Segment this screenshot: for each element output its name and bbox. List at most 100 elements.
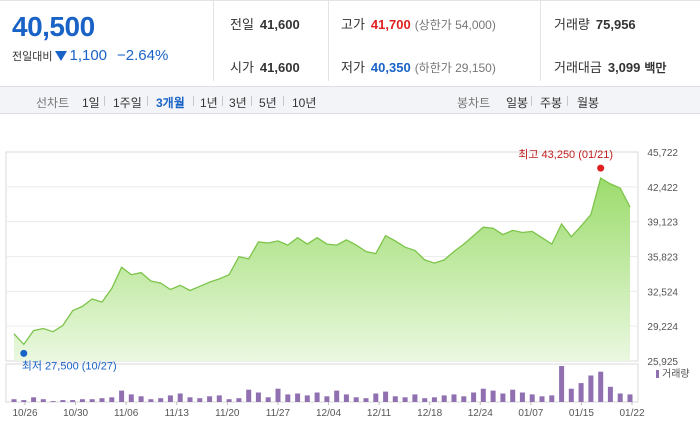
- quote-panel: 40,500 전일대비 1,100 −2.64% 전일 41,600 고가 41,7…: [0, 0, 700, 81]
- volume-bar: [471, 392, 477, 402]
- separator: [567, 96, 568, 106]
- volume-bar: [314, 392, 320, 402]
- amount-label: 거래대금: [554, 60, 602, 75]
- candle-weekly[interactable]: 주봉: [540, 96, 563, 110]
- volume-bar: [128, 394, 134, 402]
- volume-bar: [500, 393, 506, 402]
- min-price-label: 최저 27,500 (10/27): [22, 359, 117, 372]
- x-tick-label: 11/20: [215, 408, 240, 419]
- y-tick-label: 29,224: [647, 322, 678, 333]
- x-tick-label: 10/30: [63, 408, 88, 419]
- volume-bar: [246, 389, 252, 402]
- amount-value: 3,099: [607, 60, 641, 75]
- change-label: 전일대비: [12, 50, 53, 63]
- volume-bar: [510, 389, 516, 402]
- period-1d[interactable]: 1일: [82, 96, 100, 110]
- y-tick-label: 39,123: [647, 218, 678, 229]
- y-tick-label: 25,925: [647, 357, 678, 368]
- volume-bar: [236, 398, 242, 402]
- volume-bar: [295, 393, 301, 402]
- divider: [328, 1, 329, 81]
- price-box: 40,500 전일대비 1,100 −2.64%: [0, 1, 214, 81]
- volume-bar: [275, 388, 281, 402]
- volume-bar: [607, 386, 613, 402]
- upper-limit: (상한가 54,000): [414, 18, 496, 32]
- volume-bar: [490, 390, 496, 402]
- current-price: 40,500: [12, 11, 95, 42]
- volume-bar: [422, 398, 428, 402]
- volume-bar: [529, 394, 535, 402]
- metric-open: 시가 41,600: [230, 57, 300, 76]
- amount-unit: 백만: [644, 61, 667, 75]
- volume-bar: [167, 395, 173, 402]
- volume-bar: [383, 391, 389, 402]
- separator: [104, 96, 105, 106]
- y-axis-labels: 45,722 42,422 39,123 35,823 32,524 29,224 25,9…: [647, 148, 678, 368]
- metric-prev: 전일 41,600: [230, 14, 300, 33]
- period-5y[interactable]: 5년: [259, 96, 277, 110]
- volume-bar: [158, 398, 164, 402]
- volume-bar: [480, 388, 486, 402]
- x-tick-label: 01/15: [569, 408, 594, 419]
- volume-bar: [539, 396, 545, 402]
- period-10y[interactable]: 10년: [292, 96, 317, 110]
- y-tick-label: 35,823: [647, 253, 678, 264]
- volume-bars: [11, 366, 633, 402]
- metric-low: 저가 40,350 (하한가 29,150): [341, 57, 496, 76]
- volume-bar: [60, 400, 66, 402]
- low-value: 40,350: [370, 60, 411, 75]
- high-value: 41,700: [370, 17, 411, 32]
- open-label: 시가: [230, 60, 254, 75]
- candle-daily[interactable]: 일봉: [506, 96, 529, 110]
- volume-bar: [627, 394, 633, 402]
- x-tick-label: 10/26: [12, 408, 37, 419]
- volume-bar: [549, 395, 555, 402]
- period-1y[interactable]: 1년: [200, 96, 218, 110]
- volume-bar: [285, 394, 291, 402]
- volume-bar: [392, 396, 398, 402]
- line-chart-label: 선차트: [36, 96, 70, 110]
- volume-bar: [324, 396, 330, 402]
- volume-bar: [99, 398, 105, 402]
- separator: [531, 96, 532, 106]
- volume-bar: [334, 390, 340, 402]
- volume-bar: [461, 396, 467, 402]
- volume-bar: [265, 397, 271, 402]
- metric-amount: 거래대금 3,099 백만: [554, 57, 666, 76]
- separator: [283, 96, 284, 106]
- volume-bar: [89, 399, 95, 402]
- max-price-label: 최고 43,250 (01/21): [518, 148, 613, 161]
- volume-bar: [304, 395, 310, 402]
- separator: [222, 96, 223, 106]
- period-3m[interactable]: 3개월: [156, 96, 185, 110]
- price-line: [13, 177, 631, 346]
- volume-bar: [138, 396, 144, 402]
- volume-legend-swatch: [656, 370, 659, 378]
- y-tick-label: 42,422: [647, 183, 678, 194]
- period-3y[interactable]: 3년: [229, 96, 247, 110]
- x-tick-label: 11/13: [165, 408, 190, 419]
- volume-bar: [187, 397, 193, 402]
- volume-bar: [31, 397, 37, 402]
- volume-bar: [617, 393, 623, 402]
- volume-bar: [119, 390, 125, 402]
- volume-bar: [70, 400, 76, 402]
- x-axis-labels: 10/26 10/30 11/06 11/13 11/20 11/27 12/04 12/11…: [12, 402, 645, 419]
- volume-bar: [226, 399, 232, 402]
- volume-bar: [40, 399, 46, 402]
- candle-chart-label: 봉차트: [457, 96, 491, 110]
- volume-bar: [451, 394, 457, 402]
- price-change: 전일대비 1,100 −2.64%: [12, 47, 213, 64]
- candle-monthly[interactable]: 월봉: [577, 96, 600, 110]
- volume-bar: [559, 366, 565, 402]
- volume-bar: [598, 371, 604, 402]
- volume-bar: [109, 397, 115, 402]
- volume-bar: [353, 397, 359, 402]
- x-tick-label: 12/04: [316, 408, 341, 419]
- volume-bar: [431, 397, 437, 402]
- period-1w[interactable]: 1주일: [113, 96, 142, 110]
- volume-value: 75,956: [595, 17, 636, 32]
- volume-bar: [21, 400, 27, 402]
- high-label: 고가: [341, 17, 365, 32]
